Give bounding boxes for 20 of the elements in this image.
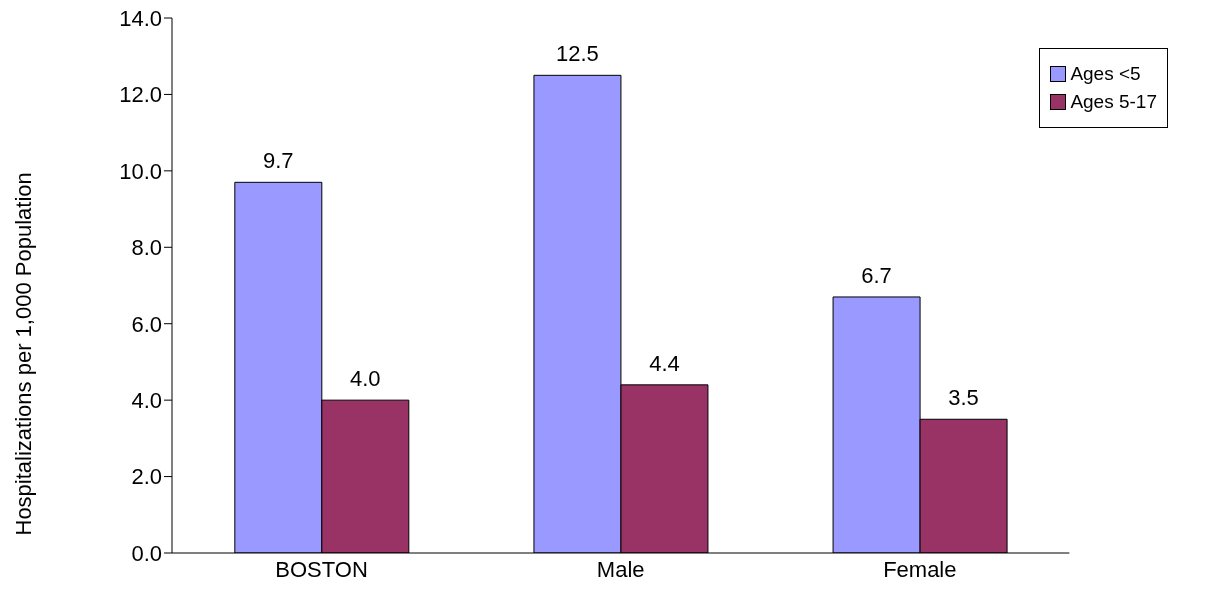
y-tick-label: 8.0	[131, 235, 162, 261]
legend-label: Ages <5	[1070, 63, 1141, 85]
y-tick-label: 2.0	[131, 464, 162, 490]
y-tick-label: 12.0	[119, 82, 162, 108]
y-tick-label: 10.0	[119, 158, 162, 184]
x-tick-label: BOSTON	[275, 556, 368, 582]
data-label: 6.7	[861, 262, 892, 288]
x-tick-label: Female	[883, 556, 957, 582]
data-label: 4.0	[350, 366, 381, 392]
data-label: 3.5	[948, 385, 979, 411]
y-tick-label: 4.0	[131, 387, 162, 413]
y-tick-label: 6.0	[131, 311, 162, 337]
y-tick-label: 0.0	[131, 540, 162, 566]
data-label: 9.7	[263, 148, 294, 174]
x-tick-label: Male	[596, 556, 645, 582]
data-label: 12.5	[556, 41, 599, 67]
y-tick-label: 14.0	[119, 5, 162, 31]
data-label: 4.4	[649, 350, 680, 376]
y-axis-title: Hospitalizations per 1,000 Population	[10, 172, 36, 536]
legend-label: Ages 5-17	[1070, 91, 1157, 113]
